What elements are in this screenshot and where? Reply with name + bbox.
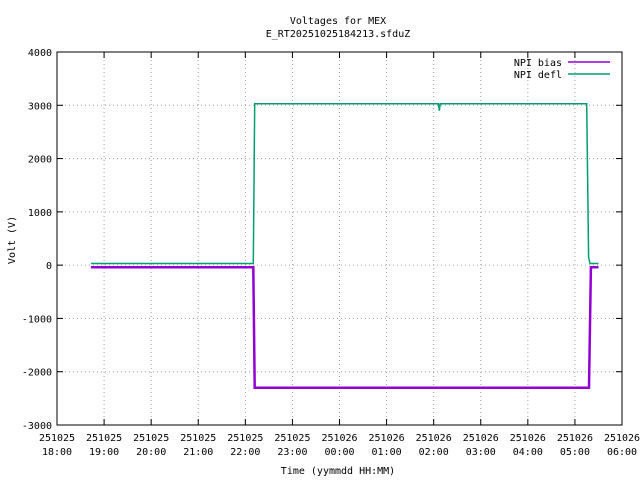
x-tick-time-label: 23:00 bbox=[277, 447, 307, 458]
y-tick-label: 3000 bbox=[28, 101, 52, 112]
x-tick-date-label: 251025 bbox=[39, 433, 75, 444]
x-tick-time-label: 03:00 bbox=[466, 447, 496, 458]
y-tick-label: -2000 bbox=[22, 368, 52, 379]
x-tick-time-label: 22:00 bbox=[230, 447, 260, 458]
y-tick-label: -1000 bbox=[22, 314, 52, 325]
legend-label: NPI bias bbox=[514, 58, 562, 69]
x-tick-time-label: 01:00 bbox=[372, 447, 402, 458]
x-tick-time-label: 21:00 bbox=[183, 447, 213, 458]
chart-subtitle: E_RT20251025184213.sfduZ bbox=[266, 29, 411, 40]
x-tick-date-label: 251025 bbox=[86, 433, 122, 444]
x-tick-date-label: 251026 bbox=[604, 433, 640, 444]
y-tick-label: -3000 bbox=[22, 421, 52, 432]
x-tick-date-label: 251025 bbox=[227, 433, 263, 444]
series-lines bbox=[90, 102, 599, 389]
x-tick-time-label: 06:00 bbox=[607, 447, 637, 458]
x-tick-time-label: 04:00 bbox=[513, 447, 543, 458]
y-tick-label: 2000 bbox=[28, 155, 52, 166]
series-line-npi-defl bbox=[90, 102, 599, 265]
x-tick-date-label: 251026 bbox=[321, 433, 357, 444]
legend-label: NPI defl bbox=[514, 70, 562, 81]
x-tick-date-label: 251026 bbox=[557, 433, 593, 444]
x-tick-date-label: 251026 bbox=[416, 433, 452, 444]
axis-ticks: -3000 -2000 -1000 0 1000 2000 3000 4000 251025 18… bbox=[22, 48, 640, 458]
plot-frame bbox=[56, 51, 623, 426]
x-tick-date-label: 251026 bbox=[510, 433, 546, 444]
grid bbox=[57, 52, 622, 425]
x-tick-time-label: 02:00 bbox=[419, 447, 449, 458]
x-tick-date-label: 251025 bbox=[274, 433, 310, 444]
x-tick-date-label: 251025 bbox=[180, 433, 216, 444]
x-tick-time-label: 19:00 bbox=[89, 447, 119, 458]
y-axis-label: Volt (V) bbox=[7, 216, 18, 264]
x-tick-time-label: 20:00 bbox=[136, 447, 166, 458]
x-tick-date-label: 251026 bbox=[463, 433, 499, 444]
series-line-npi-bias bbox=[90, 266, 599, 389]
chart-title: Voltages for MEX bbox=[290, 16, 386, 27]
y-tick-label: 1000 bbox=[28, 208, 52, 219]
x-tick-time-label: 05:00 bbox=[560, 447, 590, 458]
x-tick-date-label: 251025 bbox=[133, 433, 169, 444]
x-tick-time-label: 00:00 bbox=[324, 447, 354, 458]
x-axis-label: Time (yymmdd HH:MM) bbox=[281, 466, 395, 477]
x-tick-date-label: 251026 bbox=[369, 433, 405, 444]
x-tick-time-label: 18:00 bbox=[42, 447, 72, 458]
y-tick-label: 4000 bbox=[28, 48, 52, 59]
y-tick-label: 0 bbox=[46, 261, 52, 272]
